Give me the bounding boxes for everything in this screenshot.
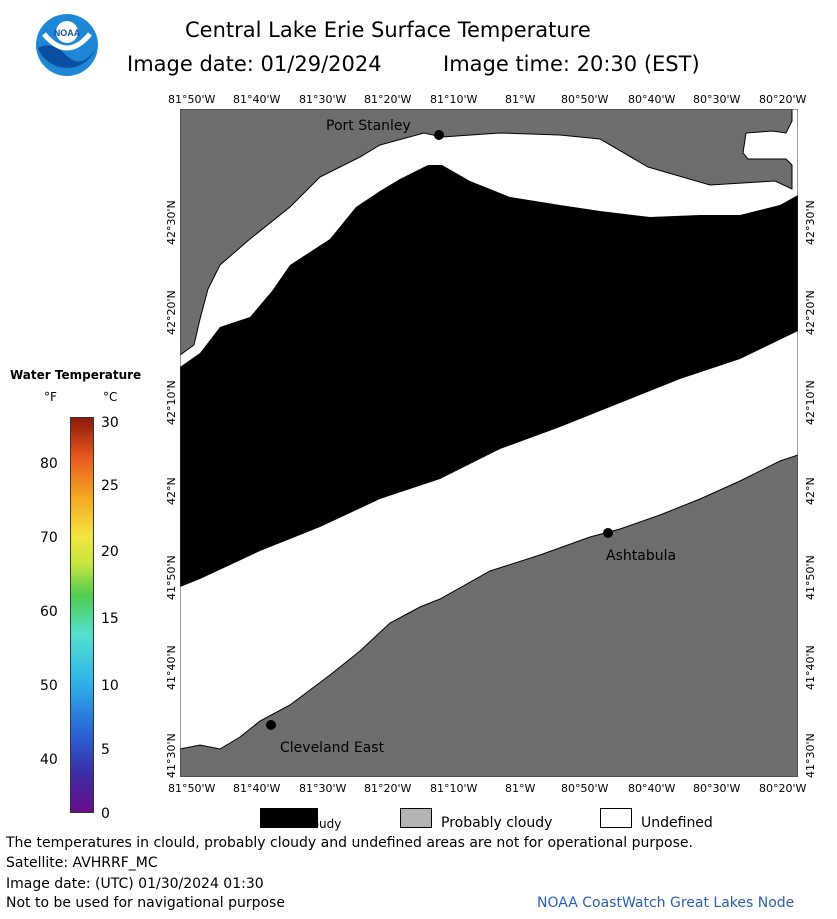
- utc-date: Image date: (UTC) 01/30/2024 01:30: [6, 876, 264, 892]
- lon-label-bottom-5: 81°W: [505, 782, 536, 795]
- undefined-swatch: [600, 808, 632, 828]
- lon-label-bottom-8: 80°30'W: [693, 782, 741, 795]
- lat-label-left-4: 41°50'N: [165, 555, 178, 600]
- credit: NOAA CoastWatch Great Lakes Node: [537, 895, 795, 911]
- lon-label-bottom-0: 81°50'W: [168, 782, 216, 795]
- probably-cloudy-label: Probably cloudy: [441, 815, 553, 831]
- lon-label-top-2: 81°30'W: [299, 93, 347, 106]
- lon-label-top-4: 81°10'W: [430, 93, 478, 106]
- disclaimer-note: The temperatures in clould, probably clo…: [6, 835, 693, 851]
- c-tick-15: 15: [101, 611, 119, 627]
- cloudy-area: [180, 165, 798, 587]
- lake-map: [180, 109, 798, 777]
- navigation-warning: Not to be used for navigational purpose: [6, 895, 285, 911]
- lon-label-top-8: 80°30'W: [693, 93, 741, 106]
- lon-label-top-1: 81°40'W: [233, 93, 281, 106]
- lon-label-bottom-1: 81°40'W: [233, 782, 281, 795]
- lon-label-bottom-3: 81°20'W: [364, 782, 412, 795]
- ashtabula-label: Ashtabula: [606, 548, 677, 564]
- cloudy-label: Cloudy: [300, 817, 342, 831]
- c-tick-25: 25: [101, 478, 119, 494]
- lat-label-left-3: 42°N: [165, 477, 178, 505]
- lon-label-top-7: 80°40'W: [628, 93, 676, 106]
- lon-label-bottom-4: 81°10'W: [430, 782, 478, 795]
- lat-label-right-4: 41°50'N: [804, 555, 817, 600]
- lat-label-right-2: 42°10'N: [804, 380, 817, 425]
- lon-label-top-3: 81°20'W: [364, 93, 412, 106]
- c-tick-0: 0: [101, 806, 110, 822]
- lon-label-bottom-7: 80°40'W: [628, 782, 676, 795]
- port-stanley-label: Port Stanley: [326, 118, 411, 134]
- ashtabula-marker: [603, 528, 613, 538]
- lat-label-left-1: 42°20'N: [165, 290, 178, 335]
- lat-label-left-0: 42°30'N: [165, 200, 178, 245]
- satellite-info: Satellite: AVHRRF_MC: [6, 855, 158, 871]
- c-tick-10: 10: [101, 678, 119, 694]
- lon-label-bottom-6: 80°50'W: [561, 782, 609, 795]
- probably-cloudy-swatch: [400, 808, 432, 828]
- lon-label-top-6: 80°50'W: [561, 93, 609, 106]
- lat-label-left-5: 41°40'N: [165, 645, 178, 690]
- f-tick-60: 60: [40, 604, 58, 620]
- lat-label-left-2: 42°10'N: [165, 380, 178, 425]
- lon-label-bottom-2: 81°30'W: [299, 782, 347, 795]
- image-date: Image date: 01/29/2024: [127, 52, 382, 76]
- lat-label-right-0: 42°30'N: [804, 200, 817, 245]
- lat-label-right-1: 42°20'N: [804, 290, 817, 335]
- north-land: [180, 109, 793, 356]
- lon-label-bottom-9: 80°20'W: [759, 782, 807, 795]
- f-tick-40: 40: [40, 752, 58, 768]
- c-tick-5: 5: [101, 742, 110, 758]
- lat-label-right-3: 42°N: [804, 477, 817, 505]
- cleveland-east-label: Cleveland East: [280, 740, 385, 756]
- lat-label-right-5: 41°40'N: [804, 645, 817, 690]
- lon-label-top-5: 81°W: [505, 93, 536, 106]
- lat-label-left-6: 41°30'N: [165, 733, 178, 778]
- cloudy-swatch: [260, 808, 318, 828]
- f-tick-80: 80: [40, 456, 58, 472]
- c-tick-20: 20: [101, 544, 119, 560]
- lon-label-top-9: 80°20'W: [759, 93, 807, 106]
- lon-label-top-0: 81°50'W: [168, 93, 216, 106]
- f-tick-50: 50: [40, 678, 58, 694]
- noaa-logo: NOAA: [36, 14, 98, 76]
- cleveland-east-marker: [266, 720, 276, 730]
- south-land: [180, 454, 798, 777]
- svg-text:NOAA: NOAA: [54, 28, 81, 38]
- legend-title: Water Temperature: [10, 368, 142, 382]
- f-tick-70: 70: [40, 530, 58, 546]
- image-time: Image time: 20:30 (EST): [443, 52, 700, 76]
- lat-label-right-6: 41°30'N: [804, 733, 817, 778]
- legend-unit-f: °F: [44, 390, 57, 404]
- port-stanley-marker: [434, 130, 444, 140]
- map-title: Central Lake Erie Surface Temperature: [185, 18, 591, 42]
- temperature-colorbar: [70, 417, 94, 813]
- c-tick-30: 30: [101, 415, 119, 431]
- legend-unit-c: °C: [103, 390, 118, 404]
- undefined-label: Undefined: [641, 815, 713, 831]
